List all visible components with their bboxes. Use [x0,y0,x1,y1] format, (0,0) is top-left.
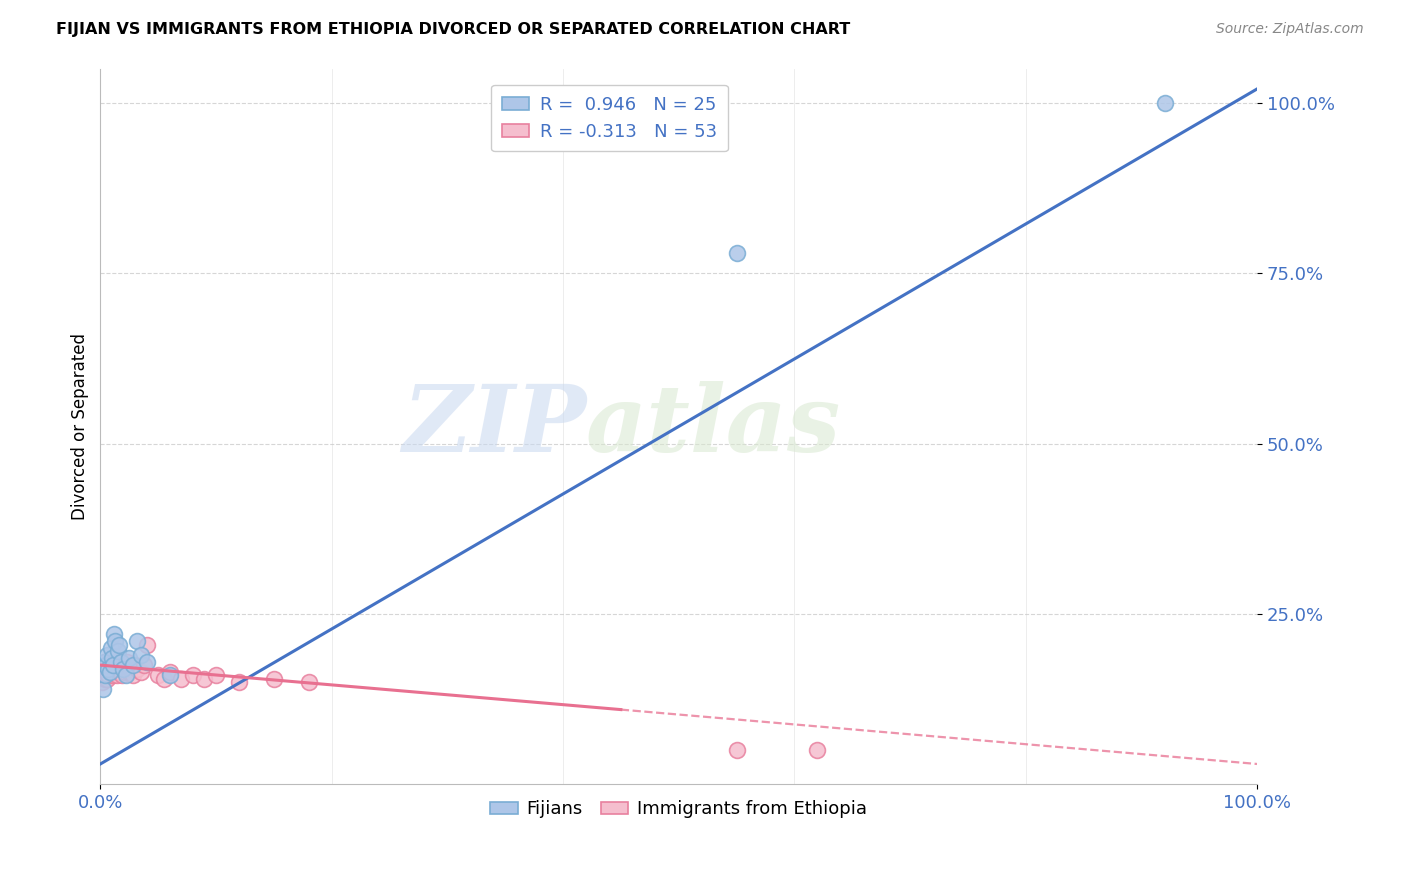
Point [297,675,319,690]
Point [94,668,117,682]
Legend: Fijians, Immigrants from Ethiopia: Fijians, Immigrants from Ethiopia [484,793,875,825]
Point [193,672,215,686]
Point [103,661,125,675]
Point [115,655,138,669]
Point [127,661,149,675]
Point [93,658,115,673]
Point [159,665,181,679]
Point [114,668,136,682]
Point [121,658,143,673]
Point [806,743,828,757]
Point [205,668,228,682]
Point [120,661,142,675]
Point [93,655,115,669]
Point [91,668,114,682]
Point [159,668,181,682]
Point [90,675,112,690]
Point [93,665,115,679]
Point [104,634,127,648]
Text: FIJIAN VS IMMIGRANTS FROM ETHIOPIA DIVORCED OR SEPARATED CORRELATION CHART: FIJIAN VS IMMIGRANTS FROM ETHIOPIA DIVOR… [56,22,851,37]
Point [96,672,118,686]
Point [725,743,748,757]
Point [111,668,134,682]
Point [101,658,124,673]
Point [101,651,124,665]
Point [101,665,124,679]
Point [170,672,193,686]
Point [263,672,285,686]
Point [100,658,122,673]
Point [98,665,121,679]
Point [108,661,131,675]
Point [134,658,156,673]
Point [114,665,136,679]
Point [135,638,157,652]
Point [135,655,157,669]
Point [96,648,118,662]
Point [101,661,124,675]
Point [181,668,204,682]
Point [112,661,135,675]
Point [129,648,152,662]
Point [107,658,129,673]
Point [98,661,121,675]
Point [94,658,117,673]
Point [121,668,143,682]
Point [105,668,128,682]
Point [101,658,124,673]
Y-axis label: Divorced or Separated: Divorced or Separated [72,333,89,520]
Text: atlas: atlas [586,382,841,472]
Point [97,668,120,682]
Point [148,668,170,682]
Point [94,655,117,669]
Point [94,672,117,686]
Point [110,655,132,669]
Point [94,661,117,675]
Point [114,658,136,673]
Point [107,644,129,658]
Point [100,655,122,669]
Point [228,675,250,690]
Point [101,668,124,682]
Text: ZIP: ZIP [402,382,586,472]
Point [110,658,132,673]
Point [100,641,122,656]
Point [118,665,141,679]
Point [127,634,149,648]
Point [153,672,176,686]
Point [98,665,121,679]
Point [97,658,120,673]
Point [124,658,146,673]
Point [96,665,118,679]
Text: Source: ZipAtlas.com: Source: ZipAtlas.com [1216,22,1364,37]
Point [112,661,135,675]
Point [1153,95,1175,110]
Point [91,681,114,696]
Point [118,651,141,665]
Point [129,665,152,679]
Point [725,245,748,260]
Point [103,627,125,641]
Point [97,661,120,675]
Point [94,668,117,682]
Point [91,661,114,675]
Point [108,638,131,652]
Point [108,665,131,679]
Point [104,665,127,679]
